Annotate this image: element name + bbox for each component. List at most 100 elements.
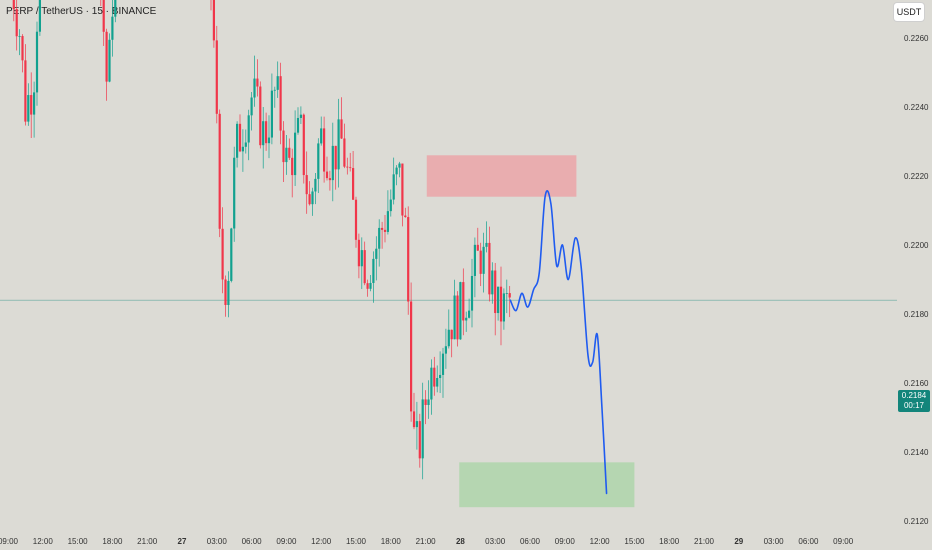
candle-body — [285, 147, 288, 163]
last-price-label: 0.2184 — [901, 391, 927, 400]
x-tick-label: 18:00 — [102, 537, 123, 546]
candle-body — [369, 282, 372, 289]
countdown-label: 00:17 — [903, 401, 925, 410]
candle-body — [299, 114, 302, 118]
candle-body — [320, 128, 323, 144]
candle-body — [415, 421, 418, 428]
candle-body — [441, 353, 445, 375]
x-tick-label: 03:00 — [485, 537, 506, 546]
support-zone[interactable] — [459, 462, 635, 508]
candle-body — [412, 411, 416, 428]
candle-body — [465, 317, 468, 321]
candle-body — [105, 31, 108, 82]
x-tick-label: 03:00 — [207, 537, 228, 546]
candle-body — [456, 295, 459, 340]
x-tick-label: 12:00 — [33, 537, 54, 546]
x-tick-label: 21:00 — [694, 537, 715, 546]
y-tick-label: 0.2180 — [904, 310, 929, 319]
candle-body — [427, 399, 430, 405]
candle-body — [267, 137, 271, 144]
x-tick-label: 15:00 — [346, 537, 367, 546]
candle-body — [224, 279, 227, 305]
candle-body — [439, 374, 442, 379]
candle-body — [212, 0, 215, 41]
x-tick-label: 09:00 — [276, 537, 297, 546]
x-tick-label: 29 — [734, 537, 743, 546]
y-tick-label: 0.2140 — [904, 448, 929, 457]
candle-body — [502, 293, 505, 322]
candle-body — [389, 199, 392, 212]
candle-body — [262, 121, 265, 146]
candle-body — [291, 157, 294, 176]
candle-body — [279, 76, 282, 131]
candle-body — [470, 275, 474, 311]
candle-body — [331, 145, 334, 181]
candle-body — [378, 227, 381, 249]
candle-body — [108, 39, 111, 82]
candle-body — [247, 115, 250, 143]
candle-body — [233, 157, 236, 229]
x-tick-label: 28 — [456, 537, 465, 546]
candle-body — [453, 295, 456, 340]
candle-body — [24, 60, 27, 122]
candle-body — [354, 199, 358, 240]
candle-body — [250, 97, 253, 116]
candle-body — [35, 31, 39, 93]
candle-body — [18, 36, 21, 37]
candle-body — [450, 329, 453, 340]
candle-body — [337, 119, 340, 170]
candle-body — [476, 244, 479, 251]
candle-body — [256, 78, 259, 87]
candle-body — [372, 258, 375, 283]
candle-body — [334, 145, 337, 170]
candle-body — [363, 250, 366, 284]
resistance-zone[interactable] — [426, 155, 577, 197]
candle-body — [404, 215, 407, 218]
projection-path[interactable] — [509, 189, 608, 495]
candle-body — [497, 286, 500, 314]
candle-body — [482, 246, 485, 274]
x-tick-label: 06:00 — [520, 537, 541, 546]
candle-body — [15, 9, 18, 37]
candle-body — [273, 89, 276, 91]
candle-body — [30, 95, 33, 115]
candle-body — [473, 244, 476, 276]
candle-body — [462, 282, 465, 321]
y-tick-label: 0.2240 — [904, 103, 929, 112]
candle-body — [325, 171, 329, 179]
x-tick-label: 09:00 — [833, 537, 854, 546]
candle-body — [111, 16, 114, 40]
candle-body — [253, 78, 256, 98]
candle-body — [215, 40, 218, 114]
candle-body — [386, 211, 389, 232]
candle-body — [485, 242, 488, 247]
price-badge: 0.2184 00:17 — [898, 390, 930, 412]
candle-body — [282, 130, 285, 163]
x-tick-label: 15:00 — [624, 537, 645, 546]
candle-body — [360, 250, 363, 267]
candle-body — [410, 301, 413, 412]
candle-body — [311, 191, 314, 205]
y-tick-label: 0.2200 — [904, 241, 929, 250]
candle-body — [447, 329, 450, 347]
y-tick-label: 0.2160 — [904, 379, 929, 388]
currency-button[interactable]: USDT — [894, 3, 924, 21]
candle-body — [302, 114, 305, 176]
candle-body — [236, 123, 239, 158]
candle-body — [323, 128, 326, 172]
candle-body — [398, 163, 401, 168]
candle-body — [395, 167, 398, 175]
x-tick-label: 21:00 — [416, 537, 437, 546]
candle-body — [276, 76, 279, 90]
x-tick-label: 18:00 — [381, 537, 402, 546]
y-tick-label: 0.2120 — [904, 517, 929, 526]
candle-body — [468, 310, 471, 318]
candle-body — [508, 293, 511, 298]
candles — [12, 0, 511, 480]
candle-body — [436, 378, 439, 387]
x-tick-label: 03:00 — [764, 537, 785, 546]
candle-body — [288, 147, 291, 158]
candle-body — [346, 166, 349, 168]
candle-body — [259, 86, 262, 146]
